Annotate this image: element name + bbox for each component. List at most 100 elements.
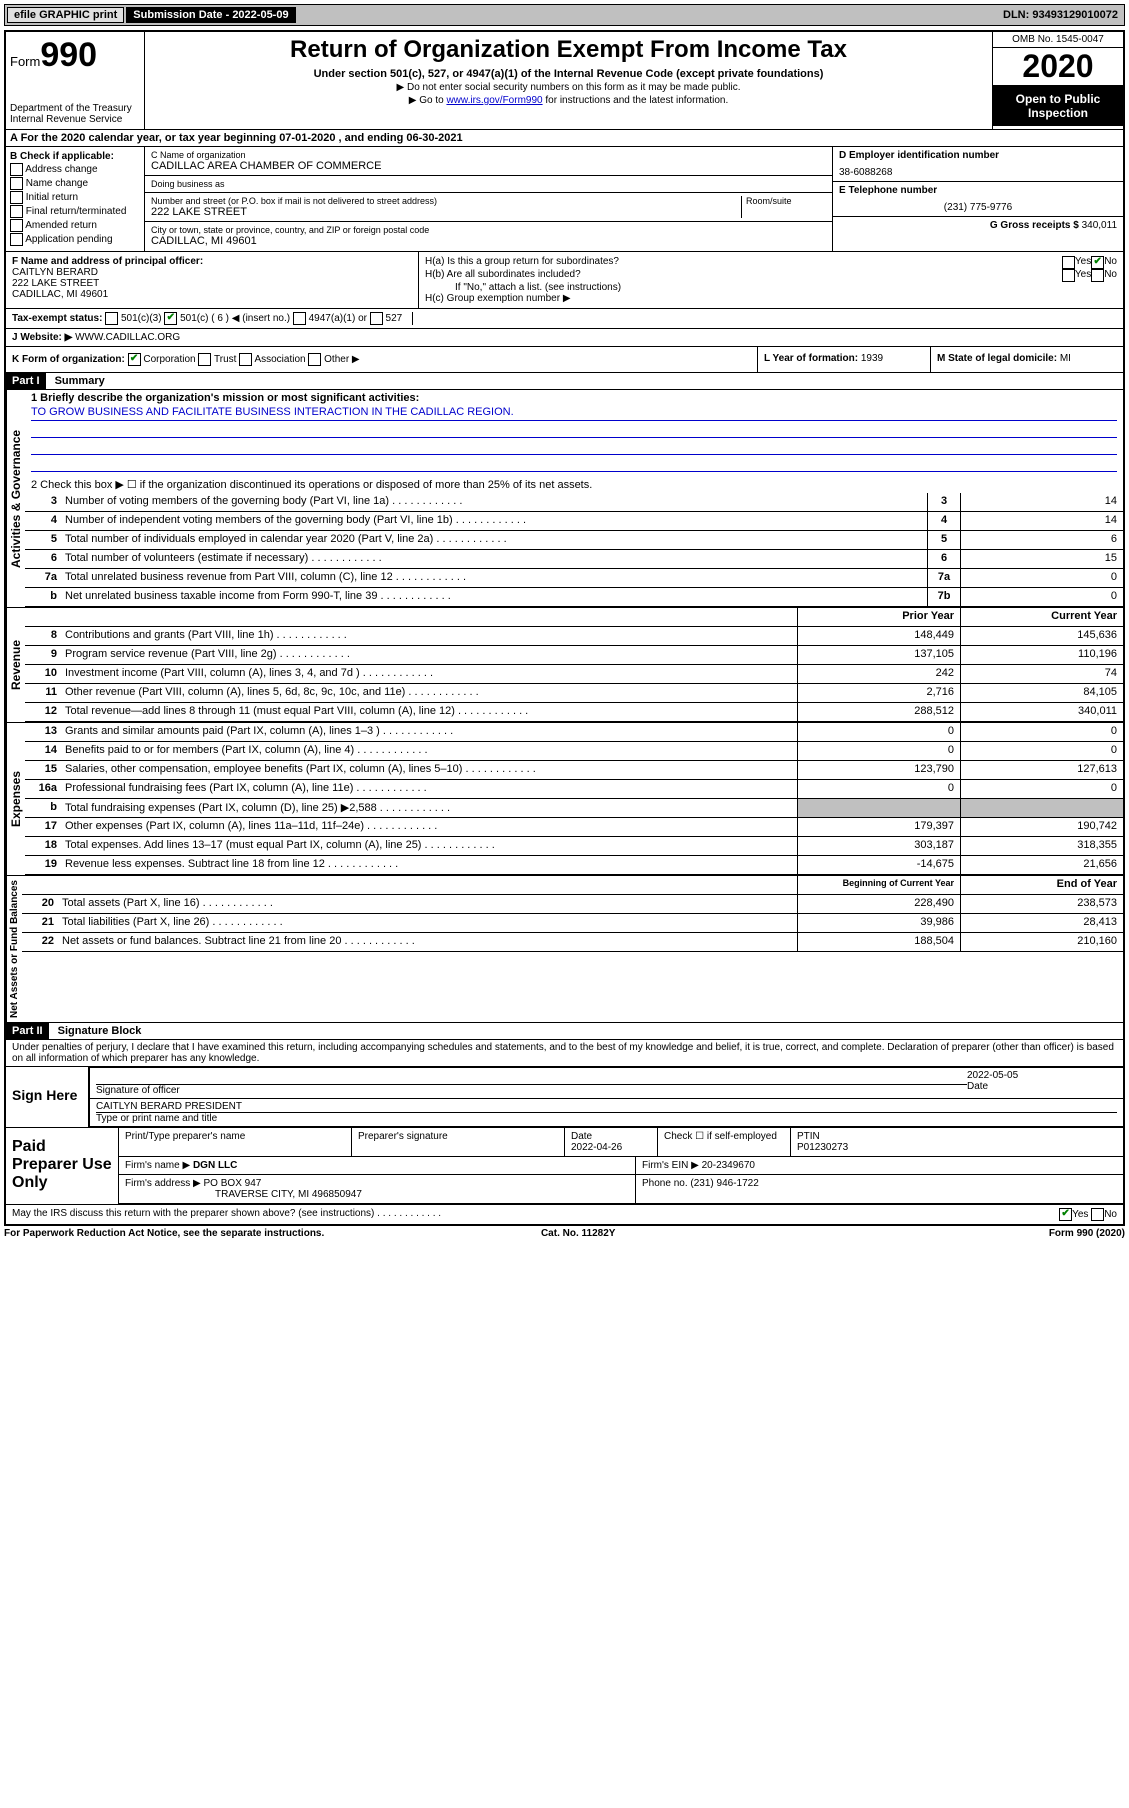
website-value: WWW.CADILLAC.ORG bbox=[75, 332, 180, 343]
side-expenses: Expenses bbox=[6, 723, 25, 875]
open-inspection-badge: Open to Public Inspection bbox=[993, 86, 1123, 126]
top-toolbar: efile GRAPHIC print Submission Date - 20… bbox=[4, 4, 1125, 26]
part2-header: Part II bbox=[6, 1023, 49, 1039]
tax-year: 2020 bbox=[993, 48, 1123, 86]
footer-left: For Paperwork Reduction Act Notice, see … bbox=[4, 1228, 324, 1239]
dln-label: DLN: 93493129010072 bbox=[1003, 9, 1124, 21]
instructions-link[interactable]: www.irs.gov/Form990 bbox=[446, 95, 542, 106]
cb-address-change[interactable]: Address change bbox=[10, 163, 140, 176]
gov-line-7a: 7aTotal unrelated business revenue from … bbox=[25, 569, 1123, 588]
mission-text: TO GROW BUSINESS AND FACILITATE BUSINESS… bbox=[31, 406, 1117, 421]
efile-button[interactable]: efile GRAPHIC print bbox=[7, 7, 124, 23]
page-footer: For Paperwork Reduction Act Notice, see … bbox=[4, 1226, 1125, 1241]
exp-line-17: 17Other expenses (Part IX, column (A), l… bbox=[25, 818, 1123, 837]
paid-preparer-label: Paid Preparer Use Only bbox=[6, 1128, 119, 1204]
side-net-assets: Net Assets or Fund Balances bbox=[6, 876, 22, 1022]
footer-mid: Cat. No. 11282Y bbox=[541, 1228, 615, 1239]
form-note-2: ▶ Go to www.irs.gov/Form990 for instruct… bbox=[153, 95, 984, 106]
sig-date: 2022-05-05 bbox=[967, 1070, 1117, 1081]
hc-label: H(c) Group exemption number ▶ bbox=[425, 293, 1117, 304]
sig-officer-label: Signature of officer bbox=[96, 1085, 180, 1096]
cb-initial-return[interactable]: Initial return bbox=[10, 191, 140, 204]
hb-note: If "No," attach a list. (see instruction… bbox=[425, 282, 1117, 293]
b-header: B Check if applicable: bbox=[10, 151, 140, 162]
cb-amended-return[interactable]: Amended return bbox=[10, 219, 140, 232]
ha-label: H(a) Is this a group return for subordin… bbox=[425, 256, 1062, 269]
exp-line-13: 13Grants and similar amounts paid (Part … bbox=[25, 723, 1123, 742]
exp-line-b: bTotal fundraising expenses (Part IX, co… bbox=[25, 799, 1123, 818]
f-label: F Name and address of principal officer: bbox=[12, 256, 412, 267]
form-subtitle: Under section 501(c), 527, or 4947(a)(1)… bbox=[153, 68, 984, 80]
officer-addr2: CADILLAC, MI 49601 bbox=[12, 289, 412, 300]
form-title: Return of Organization Exempt From Incom… bbox=[153, 36, 984, 64]
gov-line-7b: bNet unrelated business taxable income f… bbox=[25, 588, 1123, 607]
row-m-state: M State of legal domicile: MI bbox=[930, 347, 1123, 372]
na-line-20: 20Total assets (Part X, line 16)228,4902… bbox=[22, 895, 1123, 914]
section-b-checkboxes: B Check if applicable: Address change Na… bbox=[6, 147, 145, 251]
cb-name-change[interactable]: Name change bbox=[10, 177, 140, 190]
row-j-website: J Website: ▶ WWW.CADILLAC.ORG bbox=[6, 329, 1123, 347]
discuss-row: May the IRS discuss this return with the… bbox=[6, 1204, 1123, 1224]
sign-here-label: Sign Here bbox=[6, 1067, 90, 1127]
section-d-right: D Employer identification number 38-6088… bbox=[832, 147, 1123, 251]
na-line-21: 21Total liabilities (Part X, line 26)39,… bbox=[22, 914, 1123, 933]
gov-line-4: 4Number of independent voting members of… bbox=[25, 512, 1123, 531]
sig-name-label: Type or print name and title bbox=[96, 1113, 217, 1124]
phone-value: (231) 775-9776 bbox=[839, 196, 1117, 213]
gov-line-5: 5Total number of individuals employed in… bbox=[25, 531, 1123, 550]
cb-final-return[interactable]: Final return/terminated bbox=[10, 205, 140, 218]
part1-header: Part I bbox=[6, 373, 46, 389]
exp-line-14: 14Benefits paid to or for members (Part … bbox=[25, 742, 1123, 761]
row-k-form-org: K Form of organization: ✔ Corporation Tr… bbox=[6, 347, 757, 372]
exp-line-16a: 16aProfessional fundraising fees (Part I… bbox=[25, 780, 1123, 799]
line-1-mission: 1 Briefly describe the organization's mi… bbox=[25, 390, 1123, 476]
gov-line-6: 6Total number of volunteers (estimate if… bbox=[25, 550, 1123, 569]
form-word: Form bbox=[10, 54, 40, 69]
city-label: City or town, state or province, country… bbox=[151, 225, 826, 235]
section-c-org-info: C Name of organization CADILLAC AREA CHA… bbox=[145, 147, 832, 251]
paid-preparer-block: Paid Preparer Use Only Print/Type prepar… bbox=[6, 1127, 1123, 1204]
cb-app-pending[interactable]: Application pending bbox=[10, 233, 140, 246]
form-year-box: OMB No. 1545-0047 2020 Open to Public In… bbox=[992, 32, 1123, 129]
form-note-1: ▶ Do not enter social security numbers o… bbox=[153, 82, 984, 93]
na-header-row: Beginning of Current Year End of Year bbox=[22, 876, 1123, 895]
addr-value: 222 LAKE STREET bbox=[151, 206, 741, 218]
part1-title: Summary bbox=[49, 373, 111, 389]
city-value: CADILLAC, MI 49601 bbox=[151, 235, 826, 247]
rev-line-9: 9Program service revenue (Part VIII, lin… bbox=[25, 646, 1123, 665]
org-name: CADILLAC AREA CHAMBER OF COMMERCE bbox=[151, 160, 826, 172]
na-line-22: 22Net assets or fund balances. Subtract … bbox=[22, 933, 1123, 952]
addr-label: Number and street (or P.O. box if mail i… bbox=[151, 196, 741, 206]
org-name-label: C Name of organization bbox=[151, 150, 826, 160]
officer-addr1: 222 LAKE STREET bbox=[12, 278, 412, 289]
rev-line-11: 11Other revenue (Part VIII, column (A), … bbox=[25, 684, 1123, 703]
gov-line-3: 3Number of voting members of the governi… bbox=[25, 493, 1123, 512]
form-id-box: Form990 Department of the Treasury Inter… bbox=[6, 32, 145, 129]
section-f-officer: F Name and address of principal officer:… bbox=[6, 252, 419, 308]
submission-date-button[interactable]: Submission Date - 2022-05-09 bbox=[126, 7, 295, 23]
ein-value: 38-6088268 bbox=[839, 161, 1117, 178]
sign-here-block: Sign Here Signature of officer 2022-05-0… bbox=[6, 1066, 1123, 1127]
rev-line-8: 8Contributions and grants (Part VIII, li… bbox=[25, 627, 1123, 646]
row-a-period: A For the 2020 calendar year, or tax yea… bbox=[6, 130, 1123, 147]
phone-label: E Telephone number bbox=[839, 185, 1117, 196]
form-number: 990 bbox=[40, 36, 97, 74]
rev-header-row: Prior Year Current Year bbox=[25, 608, 1123, 627]
sig-name: CAITLYN BERARD PRESIDENT bbox=[96, 1101, 1117, 1113]
dba-label: Doing business as bbox=[151, 179, 826, 189]
rev-line-12: 12Total revenue—add lines 8 through 11 (… bbox=[25, 703, 1123, 722]
row-i-tax-status: Tax-exempt status: 501(c)(3) ✔ 501(c) ( … bbox=[12, 312, 413, 325]
part2-title: Signature Block bbox=[52, 1023, 148, 1039]
omb-number: OMB No. 1545-0047 bbox=[993, 32, 1123, 48]
footer-right: Form 990 (2020) bbox=[1049, 1228, 1125, 1239]
form-title-box: Return of Organization Exempt From Incom… bbox=[145, 32, 992, 129]
exp-line-15: 15Salaries, other compensation, employee… bbox=[25, 761, 1123, 780]
gross-label: G Gross receipts $ bbox=[990, 220, 1079, 231]
exp-line-19: 19Revenue less expenses. Subtract line 1… bbox=[25, 856, 1123, 875]
rev-line-10: 10Investment income (Part VIII, column (… bbox=[25, 665, 1123, 684]
hb-label: H(b) Are all subordinates included? bbox=[425, 269, 1062, 282]
website-label: J Website: ▶ bbox=[12, 332, 72, 343]
line-2-checkbox: 2 Check this box ▶ ☐ if the organization… bbox=[25, 476, 1123, 493]
dept-label: Department of the Treasury Internal Reve… bbox=[10, 103, 140, 125]
row-l-year: L Year of formation: 1939 bbox=[757, 347, 930, 372]
